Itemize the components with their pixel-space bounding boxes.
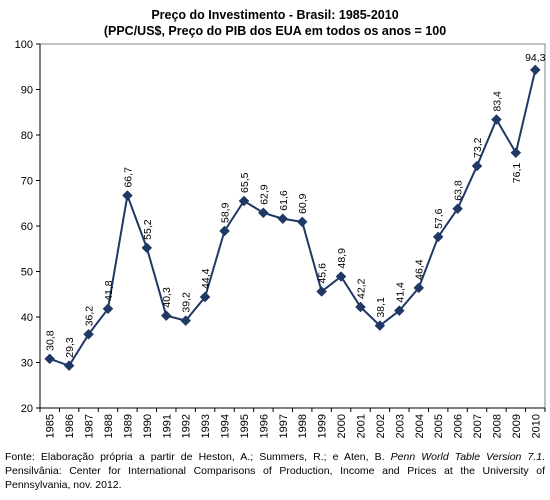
data-label: 42,2 — [355, 278, 367, 299]
data-label: 48,9 — [336, 248, 348, 269]
chart: Preço do Investimento - Brasil: 1985-201… — [15, 8, 546, 438]
data-point-marker — [413, 282, 425, 294]
data-point-marker — [199, 291, 211, 303]
x-tick-label: 2004 — [414, 414, 426, 438]
chart-title: Preço do Investimento - Brasil: 1985-201… — [151, 8, 399, 22]
data-point-marker — [491, 114, 502, 125]
data-label: 40,3 — [161, 287, 173, 308]
x-tick-label: 1992 — [181, 414, 193, 438]
data-point-marker — [452, 203, 463, 215]
data-label: 45,6 — [317, 263, 329, 284]
data-label: 41,8 — [103, 280, 115, 301]
y-tick-label: 90 — [21, 85, 33, 97]
x-tick-label: 1995 — [239, 414, 251, 438]
x-tick-label: 2010 — [530, 414, 542, 438]
data-point-marker — [529, 64, 541, 76]
data-point-marker — [335, 271, 347, 282]
data-point-marker — [471, 160, 483, 172]
data-label: 39,2 — [181, 292, 193, 313]
data-point-marker — [355, 301, 366, 313]
x-tick-label: 2007 — [472, 414, 484, 438]
x-tick-label: 2000 — [336, 414, 348, 438]
x-tick-label: 1991 — [161, 414, 173, 438]
x-tick-label: 1986 — [64, 414, 76, 438]
data-label: 44,4 — [200, 268, 212, 289]
data-label: 66,7 — [122, 167, 134, 188]
data-label: 61,6 — [278, 190, 290, 211]
x-tick-label: 2009 — [511, 414, 523, 438]
data-label: 63,8 — [453, 180, 465, 201]
data-point-marker — [510, 147, 522, 159]
data-point-marker — [102, 303, 114, 315]
x-tick-label: 1987 — [84, 414, 96, 438]
data-label: 65,5 — [239, 172, 251, 193]
data-label: 60,9 — [297, 193, 309, 214]
x-tick-label: 1990 — [142, 414, 154, 438]
data-label: 94,3 — [525, 52, 546, 64]
y-tick-label: 60 — [21, 221, 33, 233]
data-label: 62,9 — [258, 184, 270, 205]
data-point-marker — [432, 231, 444, 243]
x-tick-label: 1997 — [278, 414, 290, 438]
data-point-marker — [374, 320, 386, 331]
y-tick-label: 50 — [21, 267, 33, 279]
data-label: 30,8 — [45, 330, 57, 351]
data-point-marker — [63, 360, 75, 372]
x-tick-label: 1985 — [45, 414, 57, 438]
y-tick-label: 80 — [21, 130, 33, 142]
data-point-marker — [83, 328, 94, 340]
x-tick-label: 1998 — [297, 414, 309, 438]
data-point-marker — [316, 286, 327, 297]
data-label: 36,2 — [84, 306, 96, 327]
y-tick-label: 40 — [21, 312, 33, 324]
chart-subtitle: (PPC/US$, Preço do PIB dos EUA em todos … — [103, 24, 447, 38]
x-tick-label: 2006 — [453, 414, 465, 438]
data-point-marker — [44, 353, 56, 365]
x-tick-label: 2003 — [394, 414, 406, 438]
y-tick-label: 70 — [21, 176, 33, 188]
data-label: 46,4 — [414, 259, 426, 280]
data-label: 58,9 — [220, 202, 232, 223]
x-tick-label: 1989 — [122, 414, 134, 438]
plot-area-border — [39, 43, 546, 409]
data-label: 29,3 — [64, 337, 76, 358]
data-label: 73,2 — [472, 137, 484, 158]
footnote-text: Fonte: Elaboração própria a partir de He… — [5, 451, 391, 463]
data-point-marker — [141, 242, 153, 254]
data-point-marker — [238, 195, 250, 207]
data-point-marker — [393, 305, 405, 316]
data-label: 76,1 — [511, 163, 523, 184]
chart-svg: 20 30 40 50 60 70 80 90 100 1985 1986 1987 1988 1989 1… — [15, 39, 546, 438]
x-tick-label: 2008 — [491, 414, 503, 438]
data-label: 83,4 — [491, 91, 503, 112]
data-point-marker — [122, 190, 133, 201]
y-tick-label: 100 — [15, 39, 33, 51]
data-point-marker — [296, 216, 308, 228]
x-tick-label: 2005 — [433, 414, 445, 438]
series-line — [49, 69, 537, 367]
source-footnote: Fonte: Elaboração própria a partir de He… — [5, 450, 545, 492]
footnote-italic-title: Penn World Table Version 7.1 — [390, 451, 543, 463]
x-tick-label: 2002 — [375, 414, 387, 438]
data-label: 55,2 — [142, 219, 154, 240]
data-point-marker — [160, 310, 172, 321]
y-tick-label: 20 — [21, 403, 33, 415]
x-tick-label: 2001 — [355, 414, 367, 438]
x-tick-label: 1999 — [317, 414, 329, 438]
data-point-marker — [277, 213, 289, 225]
data-label: 57,6 — [433, 208, 445, 229]
data-label: 38,1 — [375, 297, 387, 318]
data-label: 41,4 — [394, 282, 406, 303]
x-tick-label: 1988 — [103, 414, 115, 438]
x-tick-label: 1996 — [258, 414, 270, 438]
y-tick-label: 30 — [21, 358, 33, 370]
data-point-marker — [258, 207, 269, 219]
x-tick-label: 1994 — [220, 414, 232, 438]
footnote-text-end: . Pensilvânia: Center for International … — [5, 451, 545, 491]
data-point-marker — [180, 315, 192, 326]
x-tick-label: 1993 — [200, 414, 212, 438]
data-point-marker — [219, 225, 230, 237]
